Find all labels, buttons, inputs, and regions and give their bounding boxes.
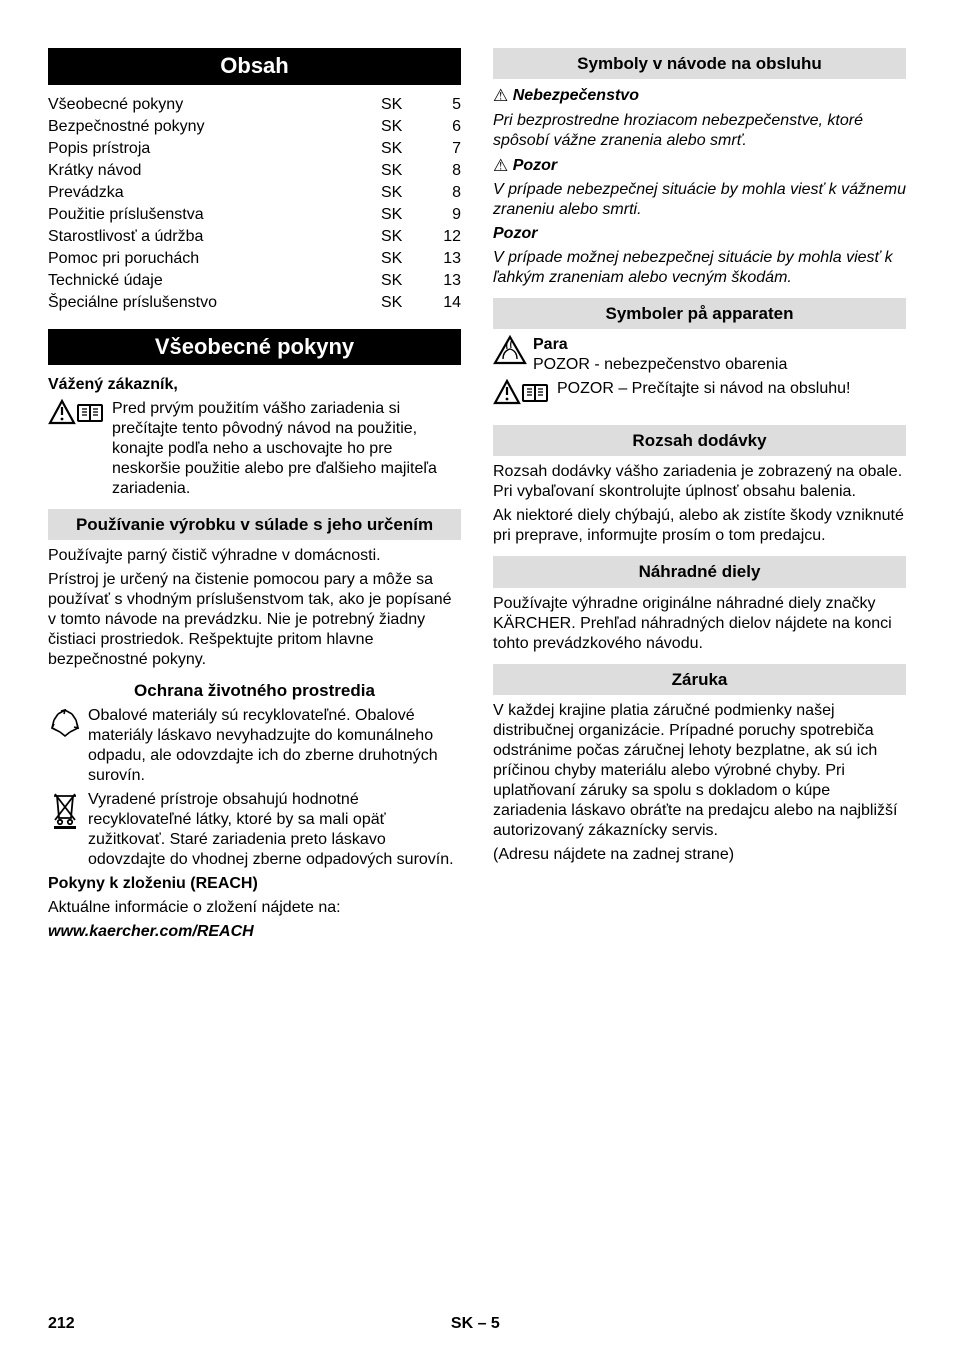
toc-lang: SK xyxy=(381,205,429,225)
section-pouzivanie-title: Používanie výrobku v súlade s jeho určen… xyxy=(48,509,461,540)
danger-text: Pri bezprostredne hroziacom nebezpečenst… xyxy=(493,111,906,151)
toc-label: Krátky návod xyxy=(48,161,381,181)
toc-page: 5 xyxy=(429,95,461,115)
toc-page: 13 xyxy=(429,249,461,269)
steam-text-wrap: Para POZOR - nebezpečenstvo obarenia xyxy=(533,335,906,375)
toc-label: Starostlivosť a údržba xyxy=(48,227,381,247)
greeting: Vážený zákazník, xyxy=(48,375,461,395)
weee-block: Vyradené prístroje obsahujú hodnotné rec… xyxy=(48,790,461,870)
toc-page: 14 xyxy=(429,293,461,313)
toc-label: Pomoc pri poruchách xyxy=(48,249,381,269)
toc-row: Všeobecné pokynySK5 xyxy=(48,95,461,115)
toc-lang: SK xyxy=(381,227,429,247)
weee-icon xyxy=(48,790,82,836)
toc-row: Bezpečnostné pokynySK6 xyxy=(48,117,461,137)
toc-page: 13 xyxy=(429,271,461,291)
section-zaruka-title: Záruka xyxy=(493,664,906,695)
reach-heading: Pokyny k zloženiu (REACH) xyxy=(48,874,461,894)
caution1-label: ⚠ Pozor xyxy=(493,155,906,176)
toc-label: Prevádzka xyxy=(48,183,381,203)
toc-page: 9 xyxy=(429,205,461,225)
footer-page-left: 212 xyxy=(48,1314,75,1334)
section-rozsah-title: Rozsah dodávky xyxy=(493,425,906,456)
toc-row: Špeciálne príslušenstvoSK14 xyxy=(48,293,461,313)
caution1-text: V prípade nebezpečnej situácie by mohla … xyxy=(493,180,906,220)
danger-label: ⚠ Nebezpečenstvo xyxy=(493,85,906,106)
weee-text: Vyradené prístroje obsahujú hodnotné rec… xyxy=(88,790,461,870)
steam-block: Para POZOR - nebezpečenstvo obarenia xyxy=(493,335,906,375)
toc-lang: SK xyxy=(381,183,429,203)
rozsah-p1: Rozsah dodávky vášho zariadenia je zobra… xyxy=(493,462,906,502)
para-text: POZOR - nebezpečenstvo obarenia xyxy=(533,356,787,373)
warning-book-icon xyxy=(493,379,551,415)
zaruka-p1: V každej krajine platia záručné podmienk… xyxy=(493,701,906,841)
toc-label: Špeciálne príslušenstvo xyxy=(48,293,381,313)
toc-page: 8 xyxy=(429,183,461,203)
read-manual-text: Pred prvým použitím vášho zariadenia si … xyxy=(112,399,461,499)
toc-lang: SK xyxy=(381,161,429,181)
toc-label: Popis prístroja xyxy=(48,139,381,159)
warning-book-icon xyxy=(48,399,106,435)
section-symboler-title: Symboler på apparaten xyxy=(493,298,906,329)
toc-page: 6 xyxy=(429,117,461,137)
toc-row: Popis prístrojaSK7 xyxy=(48,139,461,159)
toc-row: Pomoc pri porucháchSK13 xyxy=(48,249,461,269)
toc-row: Starostlivosť a údržbaSK12 xyxy=(48,227,461,247)
section-obsah-title: Obsah xyxy=(48,48,461,85)
read-manual-block-2: POZOR – Prečítajte si návod na obsluhu! xyxy=(493,379,906,415)
read-manual-text-2: POZOR – Prečítajte si návod na obsluhu! xyxy=(557,379,906,399)
toc-lang: SK xyxy=(381,271,429,291)
reach-url: www.kaercher.com/REACH xyxy=(48,922,461,942)
toc-lang: SK xyxy=(381,95,429,115)
toc-page: 12 xyxy=(429,227,461,247)
toc-row: PrevádzkaSK8 xyxy=(48,183,461,203)
section-nahradne-title: Náhradné diely xyxy=(493,556,906,587)
warning-triangle-icon: ⚠ xyxy=(493,86,508,105)
toc-lang: SK xyxy=(381,293,429,313)
zaruka-p2: (Adresu nájdete na zadnej strane) xyxy=(493,845,906,865)
steam-warning-icon xyxy=(493,335,527,373)
toc-lang: SK xyxy=(381,139,429,159)
toc-row: Krátky návodSK8 xyxy=(48,161,461,181)
caution1-label-text: Pozor xyxy=(513,157,557,174)
toc-row: Použitie príslušenstvaSK9 xyxy=(48,205,461,225)
recycle-icon xyxy=(48,706,82,746)
pouzivajte-p2: Prístroj je určený na čistenie pomocou p… xyxy=(48,570,461,670)
footer-page-right: SK – 5 xyxy=(451,1314,500,1334)
toc: Všeobecné pokynySK5 Bezpečnostné pokynyS… xyxy=(48,95,461,313)
toc-row: Technické údajeSK13 xyxy=(48,271,461,291)
toc-lang: SK xyxy=(381,117,429,137)
pouzivajte-p1: Používajte parný čistič výhradne v domác… xyxy=(48,546,461,566)
read-manual-block: Pred prvým použitím vášho zariadenia si … xyxy=(48,399,461,499)
section-symboly-title: Symboly v návode na obsluhu xyxy=(493,48,906,79)
toc-page: 8 xyxy=(429,161,461,181)
toc-lang: SK xyxy=(381,249,429,269)
page-footer: 212 SK – 5 xyxy=(48,1290,906,1354)
caution2-text: V prípade možnej nebezpečnej situácie by… xyxy=(493,248,906,288)
toc-label: Použitie príslušenstva xyxy=(48,205,381,225)
reach-text: Aktuálne informácie o zložení nájdete na… xyxy=(48,898,461,918)
toc-label: Všeobecné pokyny xyxy=(48,95,381,115)
danger-label-text: Nebezpečenstvo xyxy=(513,87,639,104)
section-ochrana-title: Ochrana životného prostredia xyxy=(48,680,461,701)
toc-label: Technické údaje xyxy=(48,271,381,291)
caution2-label: Pozor xyxy=(493,224,906,244)
recycle-block: Obalové materiály sú recyklovateľné. Oba… xyxy=(48,706,461,786)
warning-triangle-icon: ⚠ xyxy=(493,156,508,175)
section-vseo-title: Všeobecné pokyny xyxy=(48,329,461,366)
rozsah-p2: Ak niektoré diely chýbajú, alebo ak zist… xyxy=(493,506,906,546)
para-label: Para xyxy=(533,336,568,353)
nahradne-text: Používajte výhradne originálne náhradné … xyxy=(493,594,906,654)
toc-page: 7 xyxy=(429,139,461,159)
recycle-text: Obalové materiály sú recyklovateľné. Oba… xyxy=(88,706,461,786)
toc-label: Bezpečnostné pokyny xyxy=(48,117,381,137)
